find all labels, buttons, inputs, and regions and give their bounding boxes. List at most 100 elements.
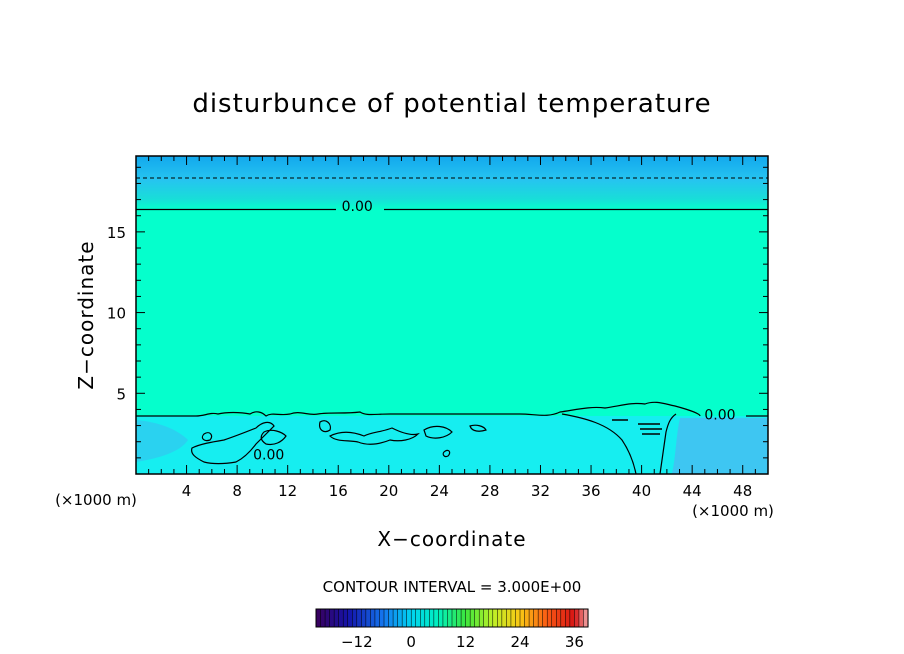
contour-label: 0.00 xyxy=(342,199,373,215)
x-tick-label: 20 xyxy=(379,482,398,500)
x-unit-label: (×1000 m) xyxy=(692,502,774,520)
colorbar-swatch xyxy=(524,608,530,628)
colorbar-swatch xyxy=(537,608,544,628)
field-upper-layer xyxy=(136,156,768,209)
colorbar-swatch xyxy=(324,608,331,628)
contour-label: 0.00 xyxy=(704,407,735,423)
colorbar-swatch xyxy=(333,608,340,628)
colorbar-tick-label: 36 xyxy=(565,633,584,651)
field-lower-layer xyxy=(136,416,768,474)
colorbar-swatch xyxy=(315,608,322,628)
colorbar-swatch xyxy=(474,608,480,628)
colorbar-swatch xyxy=(338,608,344,628)
colorbar-swatch xyxy=(478,608,485,628)
y-unit-label: (×1000 m) xyxy=(55,491,137,509)
colorbar-swatch xyxy=(574,608,580,628)
colorbar-swatch xyxy=(569,608,575,628)
colorbar-swatch xyxy=(501,608,507,628)
x-axis-label: X−coordinate xyxy=(377,527,526,551)
colorbar-swatch xyxy=(370,608,376,628)
x-tick-label: 48 xyxy=(733,482,752,500)
colorbar-tick-label: 24 xyxy=(510,633,529,651)
colorbar-swatch xyxy=(492,608,498,628)
colorbar-swatch xyxy=(447,608,453,628)
colorbar-swatch xyxy=(533,608,539,628)
colorbar-swatch xyxy=(420,608,426,628)
colorbar-swatch xyxy=(424,608,430,628)
colorbar-swatch xyxy=(361,608,367,628)
colorbar-tick-label: −12 xyxy=(341,633,373,651)
x-tick-label: 8 xyxy=(232,482,242,500)
colorbar-swatch xyxy=(356,608,362,628)
colorbar-swatch xyxy=(347,608,353,628)
colorbar-swatch xyxy=(515,608,521,628)
colorbar-swatch xyxy=(352,608,358,628)
colorbar-tick-label: 0 xyxy=(406,633,416,651)
colorbar-swatch xyxy=(565,608,571,628)
field-lower-right-cool xyxy=(672,418,768,474)
x-tick-label: 40 xyxy=(632,482,651,500)
y-axis-label: Z−coordinate xyxy=(74,240,98,389)
colorbar-swatch xyxy=(465,608,471,628)
plot-area xyxy=(135,155,769,475)
colorbar-swatch xyxy=(551,608,557,628)
x-tick-label: 28 xyxy=(480,482,499,500)
colorbar-swatch xyxy=(510,608,517,628)
colorbar-swatch xyxy=(388,608,394,628)
colorbar-swatch xyxy=(442,608,449,628)
colorbar-ticks: −12 0 12 24 36 xyxy=(341,633,584,651)
colorbar-swatch xyxy=(433,608,439,628)
colorbar xyxy=(315,608,589,628)
x-axis-ticks: 4 8 12 16 20 24 28 32 36 40 44 48 xyxy=(148,156,756,500)
x-tick-label: 36 xyxy=(581,482,600,500)
contour-label: 0.00 xyxy=(253,448,284,464)
colorbar-swatch xyxy=(365,608,371,628)
x-tick-label: 24 xyxy=(430,482,449,500)
colorbar-swatch xyxy=(506,608,512,628)
colorbar-swatch xyxy=(329,608,335,628)
contour-labels: 0.00 0.00 0.00 xyxy=(253,199,735,464)
colorbar-swatch xyxy=(556,608,562,628)
colorbar-tick-label: 12 xyxy=(456,633,475,651)
colorbar-swatch xyxy=(488,608,494,628)
colorbar-swatch xyxy=(542,608,548,628)
field-lower-left-cool xyxy=(136,420,188,462)
colorbar-swatch xyxy=(456,608,462,628)
colorbar-swatch xyxy=(415,608,421,628)
colorbar-swatch xyxy=(320,608,326,628)
colorbar-swatch xyxy=(379,608,385,628)
colorbar-swatch xyxy=(519,608,526,628)
y-tick-label: 15 xyxy=(107,224,126,242)
x-tick-label: 44 xyxy=(683,482,702,500)
y-tick-label: 10 xyxy=(107,305,126,323)
colorbar-swatch xyxy=(560,608,566,628)
colorbar-swatch xyxy=(383,608,390,628)
colorbar-swatch xyxy=(546,608,553,628)
colorbar-swatch xyxy=(438,608,444,628)
colorbar-swatch xyxy=(429,608,435,628)
colorbar-swatch xyxy=(460,608,467,628)
y-tick-label: 5 xyxy=(116,385,126,403)
colorbar-swatch xyxy=(374,608,381,628)
chart-title: disturbunce of potential temperature xyxy=(192,89,711,119)
y-axis-ticks: 5 10 15 xyxy=(107,166,768,459)
colorbar-swatch xyxy=(401,608,408,628)
x-tick-label: 16 xyxy=(329,482,348,500)
contour-lower-blob-left xyxy=(191,413,677,475)
colorbar-swatch xyxy=(469,608,476,628)
colorbar-swatch xyxy=(483,608,489,628)
x-tick-label: 32 xyxy=(531,482,550,500)
contour-zero-lower xyxy=(136,401,768,417)
colorbar-frame xyxy=(315,608,589,628)
x-tick-label: 12 xyxy=(278,482,297,500)
colorbar-swatch xyxy=(406,608,412,628)
colorbar-swatch xyxy=(497,608,503,628)
colorbar-swatch xyxy=(578,608,585,628)
colorbar-swatch xyxy=(410,608,417,628)
colorbar-swatch xyxy=(392,608,399,628)
colorbar-swatch xyxy=(397,608,403,628)
contour-lower-streaks xyxy=(612,419,662,435)
colorbar-swatch xyxy=(528,608,535,628)
x-tick-label: 4 xyxy=(182,482,192,500)
